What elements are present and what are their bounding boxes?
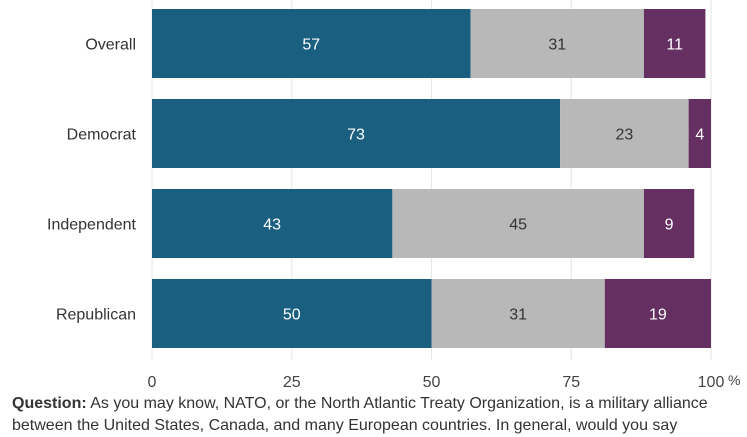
data-label: 4 <box>695 127 704 144</box>
bar-segment <box>152 189 393 258</box>
data-label: 31 <box>509 307 527 324</box>
data-label: 31 <box>548 37 566 54</box>
bar-segment <box>470 9 644 78</box>
data-label: 23 <box>615 127 633 144</box>
data-label: 11 <box>666 37 683 54</box>
data-label: 50 <box>283 307 301 324</box>
data-label: 19 <box>649 307 667 324</box>
bar-segment <box>643 9 706 78</box>
question-text: As you may know, NATO, or the North Atla… <box>12 395 708 434</box>
category-label: Republican <box>56 307 136 324</box>
x-tick-label-100: 100 <box>698 374 725 391</box>
x-tick-label-25: 25 <box>283 374 301 391</box>
data-label: 73 <box>347 127 365 144</box>
question-label: Question: <box>12 395 87 412</box>
bar-segment <box>688 99 711 168</box>
data-label: 57 <box>302 37 320 54</box>
y-axis-labels: Overall Democrat Independent Republican <box>47 37 137 324</box>
bars: 57 31 11 73 23 4 43 45 9 50 31 19 <box>152 9 711 348</box>
data-label: 45 <box>509 217 527 234</box>
category-label: Independent <box>47 217 137 234</box>
bar-segment <box>643 189 695 258</box>
x-tick-label-75: 75 <box>562 374 580 391</box>
x-axis-ticks: 0 25 50 75 100% <box>148 372 741 391</box>
category-label: Overall <box>85 37 136 54</box>
bar-segment <box>152 9 471 78</box>
bar-segment <box>431 279 605 348</box>
question-footnote: Question: As you may know, NATO, or the … <box>12 393 742 437</box>
category-label: Democrat <box>67 127 137 144</box>
data-label: 43 <box>263 217 281 234</box>
stacked-bar-chart: 57 31 11 73 23 4 43 45 9 50 31 19 Overall Democrat In… <box>47 0 741 391</box>
bar-segment <box>560 99 689 168</box>
x-axis-unit: % <box>728 372 740 388</box>
bar-segment <box>392 189 644 258</box>
bar-segment <box>152 279 432 348</box>
data-label: 9 <box>665 217 674 234</box>
x-tick-label-50: 50 <box>423 374 441 391</box>
bar-segment <box>152 99 561 168</box>
bar-segment <box>604 279 711 348</box>
x-tick-label-0: 0 <box>148 374 157 391</box>
